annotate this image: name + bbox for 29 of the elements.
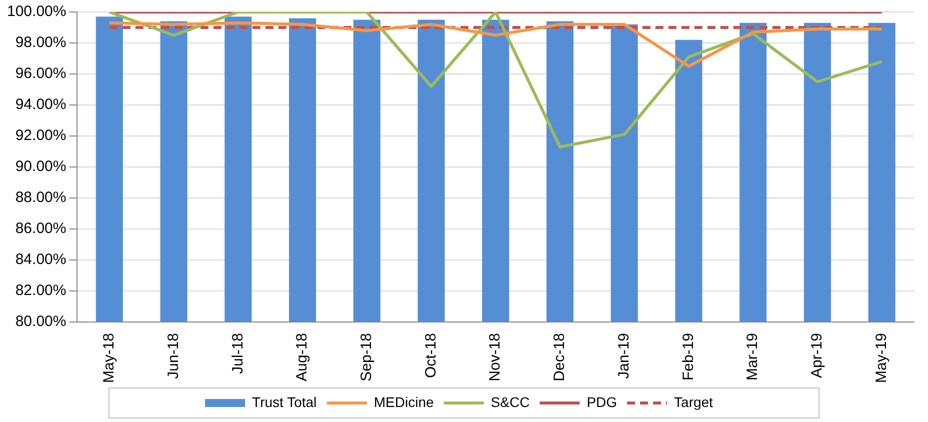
x-tick-label: Sep-18 xyxy=(358,332,376,382)
y-tick-label: 90.00% xyxy=(15,158,66,176)
x-tick-label: Jul-18 xyxy=(229,332,246,374)
legend-label: PDG xyxy=(586,394,618,410)
x-tick-label: Nov-18 xyxy=(486,332,504,382)
x-tick-label: Mar-19 xyxy=(744,332,762,380)
y-tick-label: 96.00% xyxy=(15,65,66,82)
x-tick-label: May-18 xyxy=(100,332,118,384)
y-tick-label: 80.00% xyxy=(15,313,66,330)
y-tick-label: 82.00% xyxy=(15,282,66,300)
y-tick-label: 100.00% xyxy=(7,3,66,20)
legend-label: Trust Total xyxy=(252,394,317,410)
y-tick-label: 86.00% xyxy=(15,220,66,238)
x-tick-label: Jun-18 xyxy=(164,332,182,379)
y-tick-label: 98.00% xyxy=(15,34,66,52)
y-tick-label: 92.00% xyxy=(15,127,66,144)
legend-label: MEDicine xyxy=(374,394,434,410)
x-tick-label: Feb-19 xyxy=(680,332,697,381)
x-tick-label: Aug-18 xyxy=(294,332,311,382)
x-tick-label: May-19 xyxy=(872,332,890,384)
y-tick-label: 84.00% xyxy=(15,251,66,268)
x-tick-label: Oct-18 xyxy=(422,332,440,378)
x-tick-label: Dec-18 xyxy=(551,332,568,382)
x-tick-label: Jan-19 xyxy=(615,332,632,379)
y-tick-label: 94.00% xyxy=(15,96,66,114)
x-tick-label: Apr-19 xyxy=(808,332,826,378)
legend-label: Target xyxy=(674,394,714,410)
legend-label: S&CC xyxy=(490,394,530,410)
y-tick-label: 88.00% xyxy=(15,189,66,206)
